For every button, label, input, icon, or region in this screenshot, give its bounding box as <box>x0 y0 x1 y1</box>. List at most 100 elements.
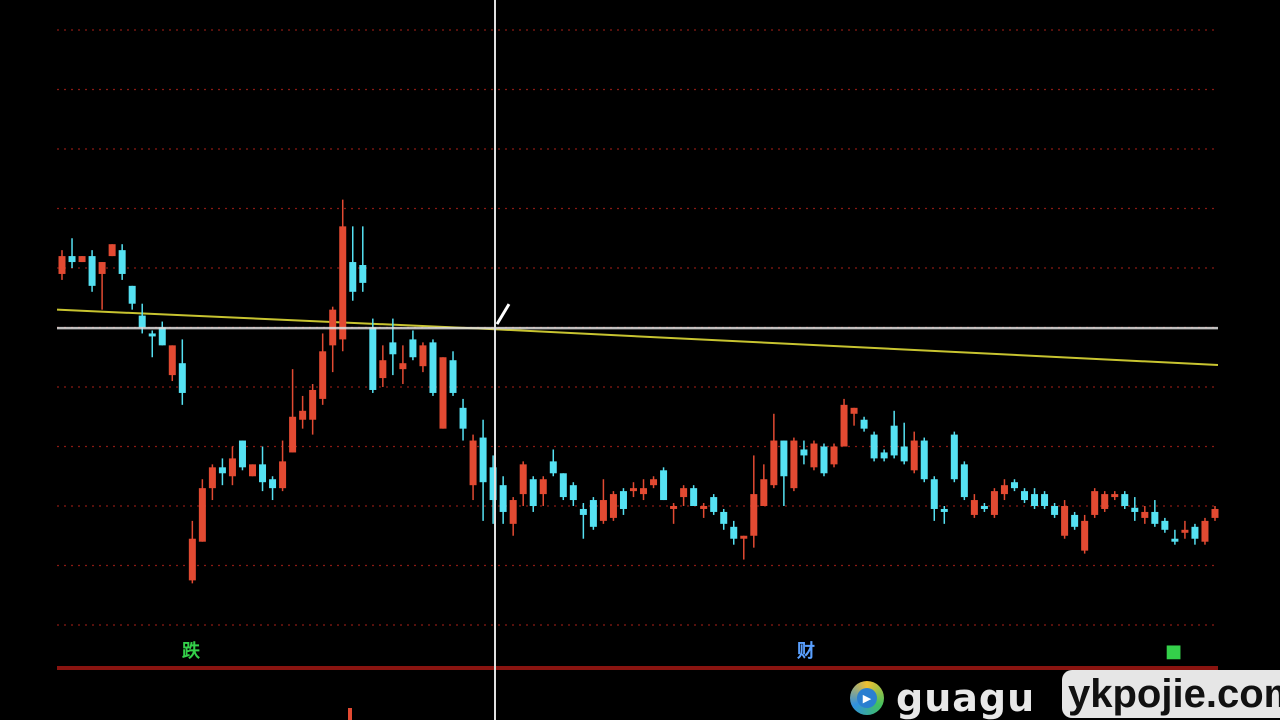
candle-body <box>58 256 66 274</box>
candle-body <box>780 440 788 477</box>
candle-body <box>379 360 387 379</box>
candle <box>910 431 918 474</box>
candle-body <box>1101 494 1109 509</box>
candle <box>248 464 256 477</box>
candle <box>188 520 196 584</box>
candle-body <box>98 262 106 274</box>
candle <box>369 318 377 393</box>
candle <box>920 437 928 483</box>
candle <box>940 506 948 524</box>
candle-body <box>459 407 467 429</box>
candle <box>800 440 808 465</box>
candle <box>479 419 487 521</box>
candle-body <box>449 360 457 393</box>
candle <box>259 446 267 492</box>
candle-body <box>569 485 577 501</box>
candle <box>1161 517 1169 533</box>
candle-body <box>840 404 848 447</box>
signal-marker-cai[interactable]: 财 <box>797 641 815 662</box>
candle-body <box>218 467 226 474</box>
candle <box>850 407 858 426</box>
candles <box>58 199 1219 584</box>
lower-panel-bar <box>348 708 352 720</box>
candle-body <box>740 535 748 539</box>
candle <box>459 398 467 441</box>
candle <box>950 431 958 483</box>
candle <box>68 238 76 268</box>
candle <box>228 446 236 486</box>
candle-body <box>559 473 567 498</box>
candle-body <box>1091 491 1099 515</box>
candle <box>1031 488 1039 509</box>
candle-body <box>1010 482 1018 489</box>
candle <box>840 398 848 447</box>
candle <box>449 351 457 396</box>
candle <box>469 434 477 501</box>
candle <box>1091 488 1099 518</box>
candle <box>1000 479 1008 501</box>
candle <box>680 485 688 506</box>
candle-body <box>980 506 988 509</box>
candle <box>359 226 367 292</box>
candle-body <box>469 440 477 486</box>
candle-body <box>790 440 798 489</box>
candle-body <box>148 333 156 337</box>
candle <box>970 494 978 518</box>
candle-body <box>770 440 778 486</box>
candle <box>339 199 347 352</box>
candle-body <box>118 250 126 274</box>
candle-body <box>960 464 968 498</box>
candle-body <box>910 440 918 471</box>
candle <box>1141 506 1149 524</box>
candle <box>619 488 627 515</box>
candle-body <box>760 479 768 506</box>
pen-cursor-icon <box>495 303 511 325</box>
candle <box>539 476 547 506</box>
signal-marker-die[interactable]: 跌 <box>182 641 200 662</box>
candle <box>589 497 597 530</box>
candle-body <box>1161 520 1169 530</box>
candle-body <box>1081 520 1089 551</box>
candle-body <box>519 464 527 495</box>
candle <box>319 333 327 405</box>
candle-body <box>1151 511 1159 524</box>
candle <box>1051 503 1059 518</box>
candle <box>289 369 297 453</box>
candle-body <box>339 226 347 340</box>
candle-body <box>690 488 698 506</box>
candle-body <box>429 342 437 393</box>
candle <box>1191 523 1199 545</box>
candle <box>1151 500 1159 527</box>
candle-body <box>198 488 206 542</box>
candle <box>158 321 166 346</box>
signal-marker[interactable]: ■ <box>1165 641 1183 662</box>
candle <box>810 440 818 471</box>
candle <box>439 357 447 429</box>
candle-body <box>619 491 627 509</box>
candle <box>650 476 658 489</box>
candle <box>579 503 587 539</box>
candle <box>208 464 216 501</box>
candle <box>1071 511 1079 530</box>
candle <box>1181 520 1189 539</box>
candle-body <box>259 464 267 483</box>
candle-body <box>1171 538 1179 542</box>
candle-body <box>830 446 838 465</box>
candle-body <box>88 256 96 286</box>
candle-body <box>1191 526 1199 539</box>
candle <box>1131 497 1139 521</box>
candle-body <box>810 443 818 468</box>
candle-body <box>660 470 668 501</box>
candle <box>178 339 186 405</box>
candle <box>299 395 307 429</box>
candle <box>108 244 116 257</box>
candle-body <box>1121 494 1129 506</box>
candle <box>1010 479 1018 492</box>
candle <box>519 461 527 506</box>
candle <box>980 503 988 512</box>
candle <box>960 461 968 501</box>
candle-body <box>309 389 317 420</box>
candle-body <box>1031 494 1039 506</box>
candle <box>1171 529 1179 545</box>
